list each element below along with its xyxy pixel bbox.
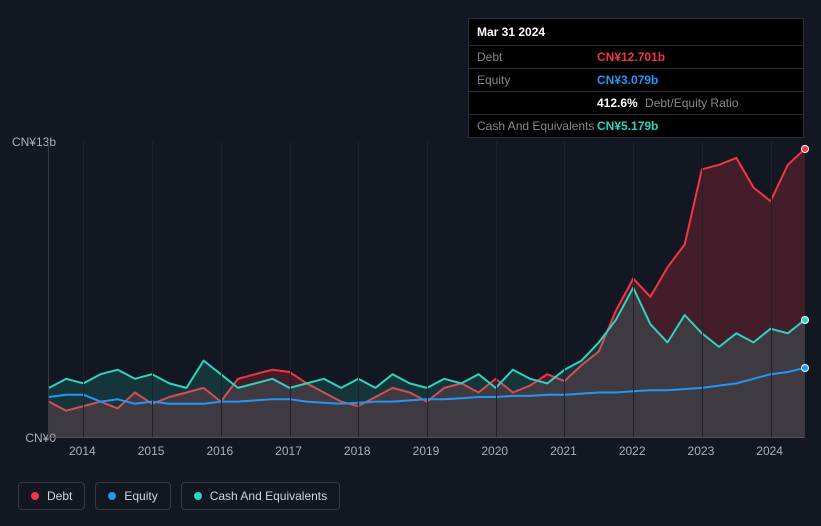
grid-line: [427, 142, 428, 437]
grid-line: [496, 142, 497, 437]
legend-item-equity[interactable]: Equity: [95, 482, 170, 510]
grid-line: [221, 142, 222, 437]
x-axis-label: 2017: [275, 444, 302, 458]
grid-line: [152, 142, 153, 437]
tooltip-row: DebtCN¥12.701b: [469, 46, 803, 69]
tooltip-row: 412.6% Debt/Equity Ratio: [469, 92, 803, 115]
tooltip-row: EquityCN¥3.079b: [469, 69, 803, 92]
cursor-dot-equity: [801, 364, 809, 372]
tooltip-row-extra: Debt/Equity Ratio: [642, 96, 739, 110]
legend-dot-icon: [194, 492, 202, 500]
cursor-dot-debt: [801, 145, 809, 153]
grid-line: [771, 142, 772, 437]
tooltip-row-label: Debt: [477, 50, 597, 64]
x-axis-label: 2014: [69, 444, 96, 458]
cursor-dot-cash-and-equivalents: [801, 316, 809, 324]
x-axis-label: 2018: [344, 444, 371, 458]
x-axis-label: 2022: [619, 444, 646, 458]
financial-chart[interactable]: CN¥13b CN¥0 2014201520162017201820192020…: [18, 120, 808, 460]
grid-line: [290, 142, 291, 437]
grid-line: [83, 142, 84, 437]
legend-item-label: Cash And Equivalents: [210, 489, 327, 503]
grid-line: [702, 142, 703, 437]
chart-legend: Debt Equity Cash And Equivalents: [18, 482, 340, 510]
x-axis-label: 2023: [688, 444, 715, 458]
legend-item-label: Debt: [47, 489, 72, 503]
tooltip-date: Mar 31 2024: [469, 19, 803, 46]
grid-line: [564, 142, 565, 437]
x-axis-label: 2021: [550, 444, 577, 458]
x-axis-label: 2015: [138, 444, 165, 458]
tooltip-row-label: [477, 96, 597, 110]
x-axis-label: 2020: [481, 444, 508, 458]
plot-area[interactable]: [48, 142, 804, 438]
legend-dot-icon: [108, 492, 116, 500]
tooltip-row-value: CN¥12.701b: [597, 50, 665, 64]
tooltip-row-label: Equity: [477, 73, 597, 87]
x-axis-label: 2019: [413, 444, 440, 458]
legend-dot-icon: [31, 492, 39, 500]
tooltip-row-value: 412.6% Debt/Equity Ratio: [597, 96, 738, 110]
legend-item-debt[interactable]: Debt: [18, 482, 85, 510]
grid-line: [633, 142, 634, 437]
tooltip-row-value: CN¥3.079b: [597, 73, 658, 87]
legend-item-label: Equity: [124, 489, 157, 503]
x-axis-label: 2024: [756, 444, 783, 458]
x-axis-label: 2016: [206, 444, 233, 458]
legend-item-cash-and-equivalents[interactable]: Cash And Equivalents: [181, 482, 340, 510]
grid-line: [358, 142, 359, 437]
